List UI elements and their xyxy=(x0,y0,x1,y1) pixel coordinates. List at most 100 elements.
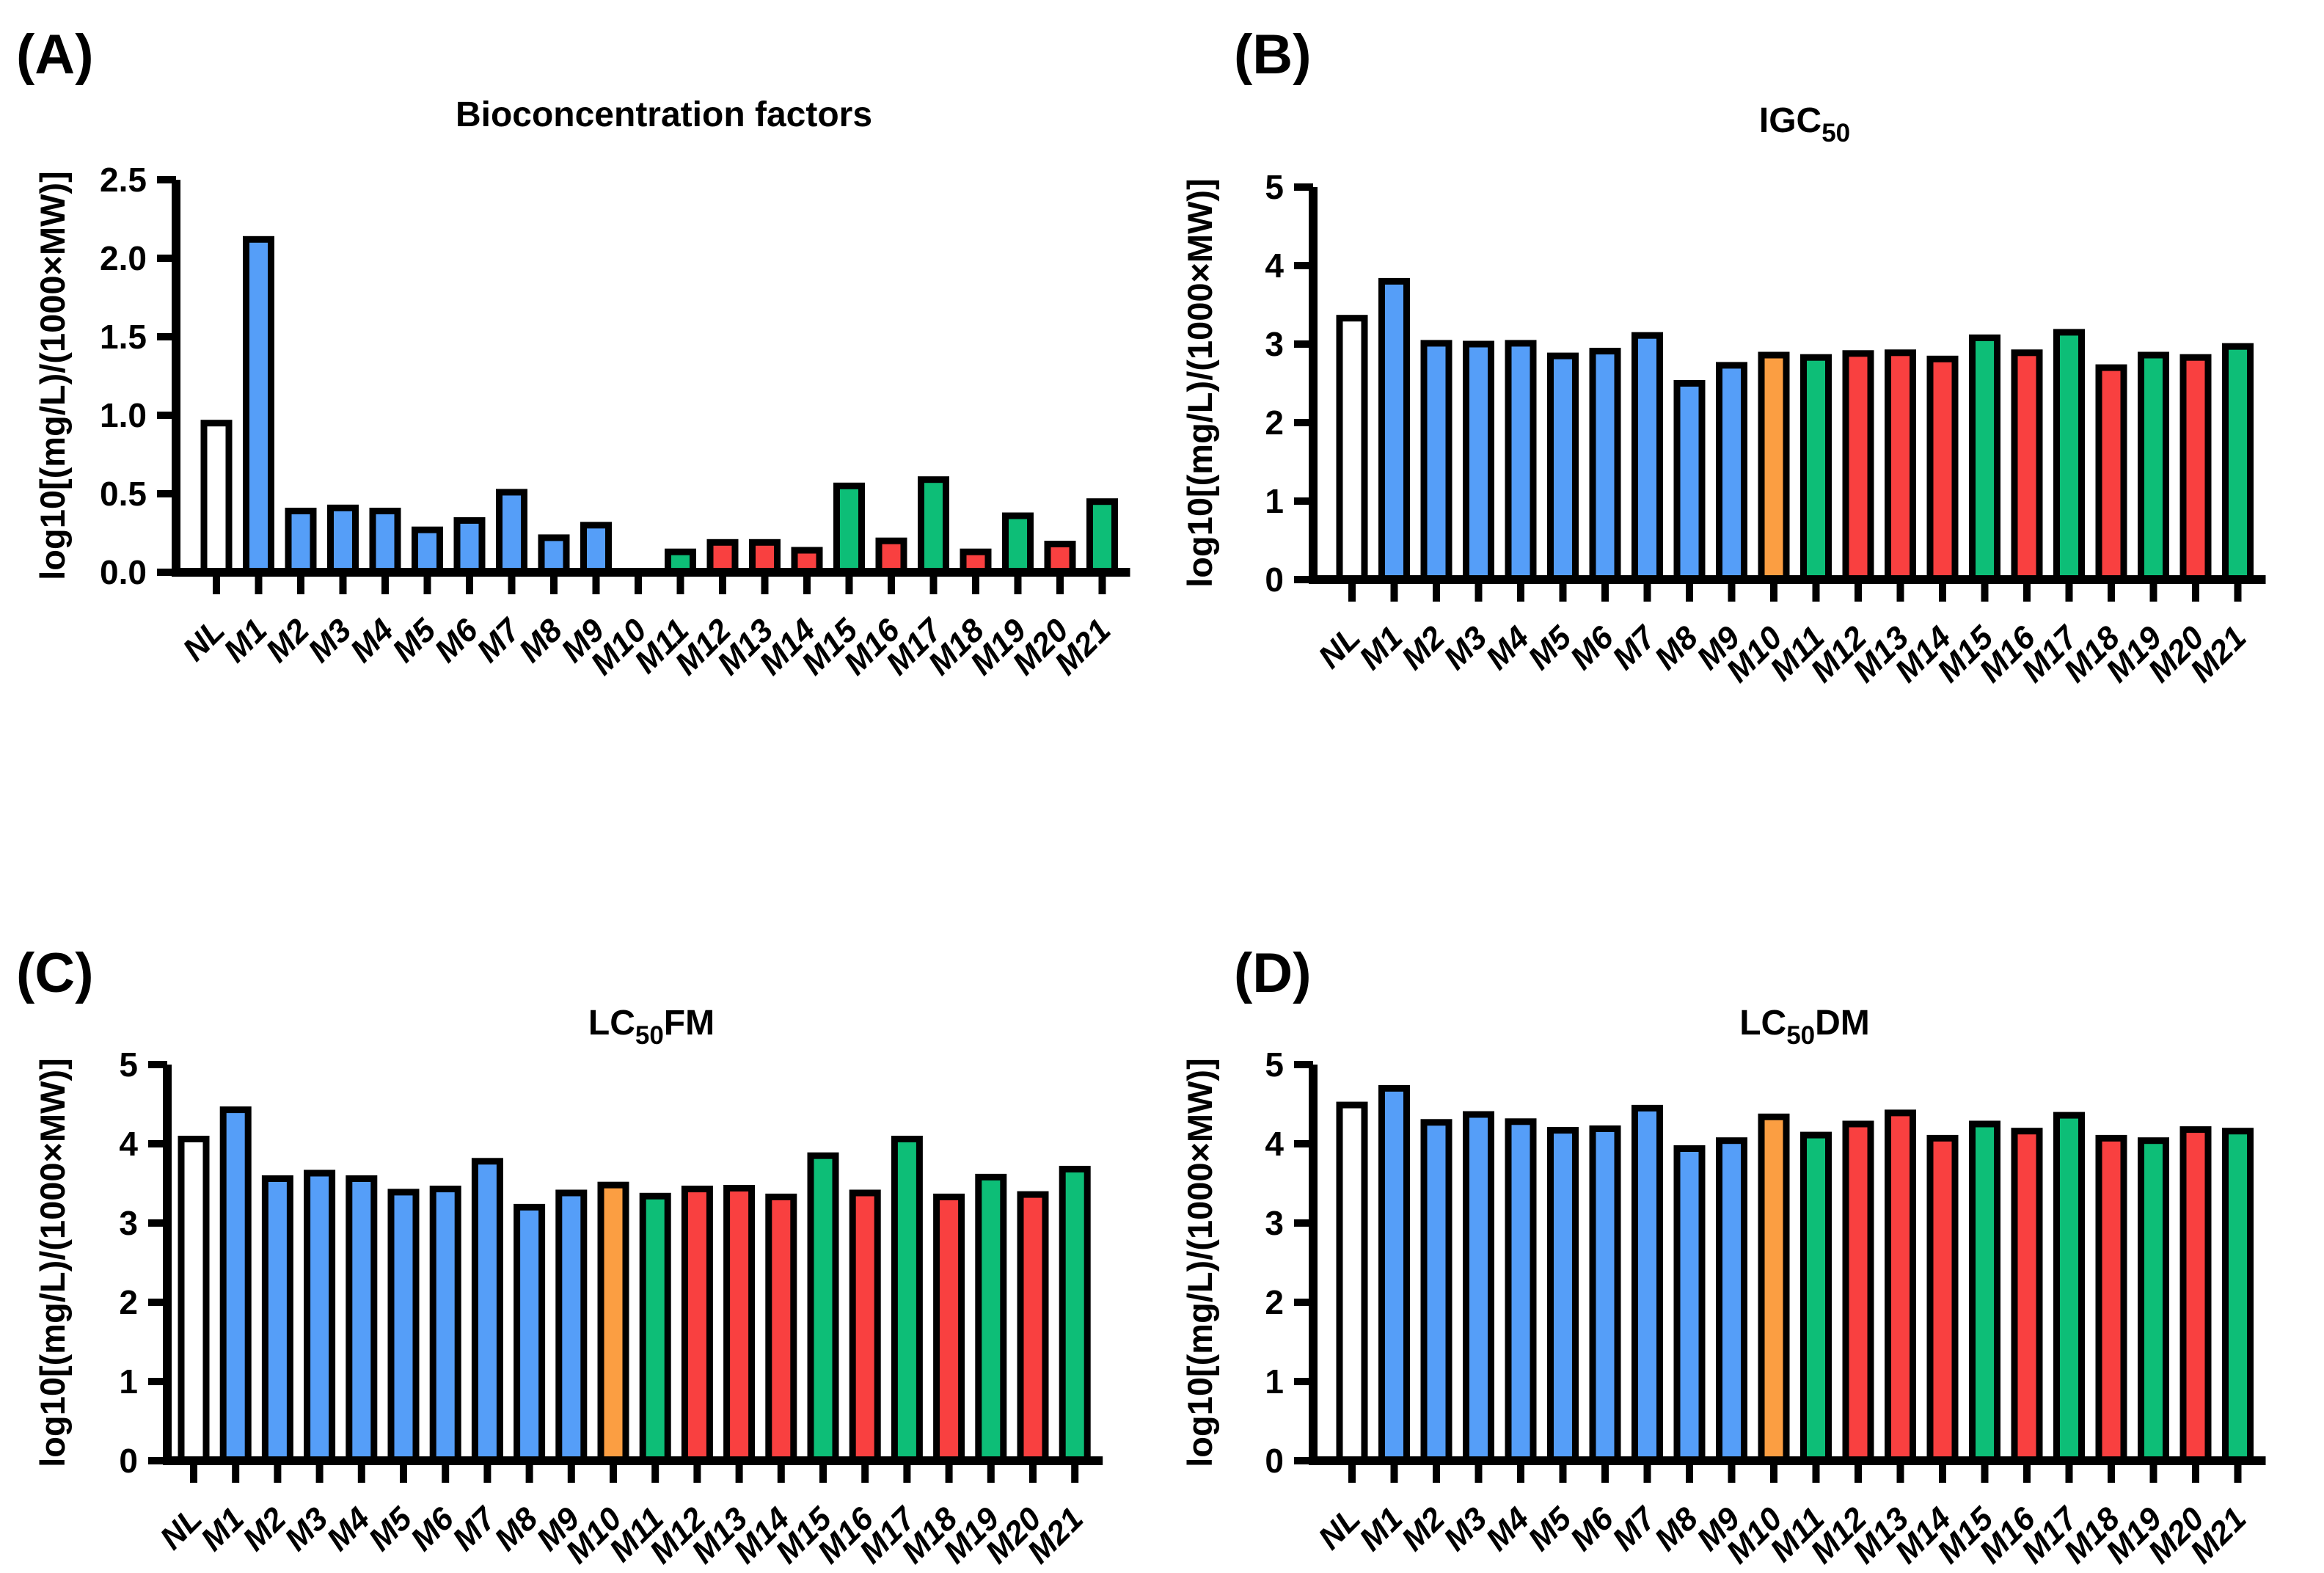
bar-d-m1 xyxy=(1378,1084,1410,1464)
bar-b-m1 xyxy=(1378,277,1410,583)
y-tick-label-a: 0.0 xyxy=(100,553,147,591)
panel-a-chart: (A) Bioconcentration factors log10[(mg/L)/… xyxy=(16,23,1130,682)
bar-b-m16 xyxy=(2011,349,2043,583)
bar-b-m4 xyxy=(1505,340,1537,583)
bar-b-m13 xyxy=(1885,349,1916,583)
bar-d-m9 xyxy=(1716,1137,1747,1464)
y-tick-label-d: 1 xyxy=(1265,1362,1284,1401)
bar-c-m12 xyxy=(681,1186,713,1464)
bar-c-nl xyxy=(178,1136,210,1464)
y-tick-label-b: 1 xyxy=(1265,482,1284,520)
y-tick-label-c: 0 xyxy=(119,1442,138,1480)
bar-d-m6 xyxy=(1589,1125,1621,1464)
bar-b-m2 xyxy=(1420,340,1452,583)
bar-d-m11 xyxy=(1800,1131,1832,1464)
bar-c-m15 xyxy=(807,1152,839,1464)
bar-a-m17 xyxy=(918,476,949,576)
bar-d-m14 xyxy=(1926,1134,1959,1464)
y-tick-label-c: 4 xyxy=(119,1125,138,1163)
bar-b-m20 xyxy=(2179,354,2212,583)
chart-title-b: IGC50 xyxy=(1759,101,1850,147)
bar-d-m8 xyxy=(1673,1145,1706,1464)
bar-b-m8 xyxy=(1673,380,1706,583)
panel-letter-b: (B) xyxy=(1234,23,1312,86)
y-axis-label-a: log10[(mg/L)/(1000×MW)] xyxy=(33,171,72,580)
bar-d-m17 xyxy=(2053,1112,2085,1464)
y-tick-label-a: 0.5 xyxy=(100,475,147,513)
bar-d-m2 xyxy=(1420,1119,1452,1464)
panel-letter-d: (D) xyxy=(1234,942,1312,1004)
bar-c-m5 xyxy=(387,1189,420,1464)
y-tick-label-a: 1.5 xyxy=(100,318,147,356)
bar-c-m7 xyxy=(471,1158,503,1464)
bar-c-m18 xyxy=(933,1193,965,1464)
chart-title-c: LC50FM xyxy=(588,1004,715,1050)
panel-letter-c: (C) xyxy=(16,942,94,1004)
bar-d-m13 xyxy=(1885,1109,1916,1464)
panel-letter-a: (A) xyxy=(16,23,94,86)
bar-c-m16 xyxy=(849,1189,881,1464)
y-tick-label-d: 5 xyxy=(1265,1045,1284,1084)
bar-d-m5 xyxy=(1547,1127,1579,1464)
y-tick-label-b: 5 xyxy=(1265,168,1284,206)
y-tick-label-b: 0 xyxy=(1265,561,1284,599)
bar-c-m9 xyxy=(555,1189,588,1464)
bar-a-m7 xyxy=(496,489,527,576)
bar-c-m21 xyxy=(1059,1166,1091,1464)
y-tick-label-c: 2 xyxy=(119,1283,138,1321)
y-tick-label-b: 2 xyxy=(1265,404,1284,442)
bar-c-m6 xyxy=(429,1186,461,1464)
bar-b-m12 xyxy=(1842,350,1874,583)
y-tick-label-c: 3 xyxy=(119,1204,138,1242)
bar-b-m11 xyxy=(1800,354,1832,583)
y-tick-label-b: 4 xyxy=(1265,247,1284,285)
bar-d-m18 xyxy=(2095,1134,2127,1464)
bar-b-m19 xyxy=(2138,351,2169,583)
bar-a-m15 xyxy=(833,482,865,576)
bar-b-m6 xyxy=(1589,348,1621,583)
bar-b-m14 xyxy=(1926,355,1959,583)
bar-a-m8 xyxy=(538,534,570,576)
y-tick-label-c: 1 xyxy=(119,1362,138,1401)
bar-a-nl xyxy=(200,420,233,576)
bar-c-m1 xyxy=(219,1106,252,1464)
bar-b-m10 xyxy=(1758,351,1790,583)
bar-a-m9 xyxy=(580,522,612,576)
bar-c-m10 xyxy=(597,1181,629,1464)
bar-c-m2 xyxy=(261,1175,293,1464)
bar-c-m14 xyxy=(765,1193,797,1464)
bar-b-nl xyxy=(1336,315,1368,583)
bar-a-m6 xyxy=(453,517,486,576)
y-tick-label-b: 3 xyxy=(1265,325,1284,363)
bar-b-m5 xyxy=(1547,352,1579,583)
bar-d-m21 xyxy=(2222,1128,2254,1464)
bar-c-m8 xyxy=(514,1203,546,1464)
y-tick-label-c: 5 xyxy=(119,1045,138,1084)
y-tick-label-d: 2 xyxy=(1265,1283,1284,1321)
bar-a-m4 xyxy=(369,508,401,576)
bar-b-m18 xyxy=(2095,364,2127,583)
bar-d-m3 xyxy=(1463,1111,1494,1464)
y-tick-label-a: 2.5 xyxy=(100,161,147,199)
y-tick-label-a: 1.0 xyxy=(100,396,147,434)
bar-a-m16 xyxy=(875,537,907,576)
bar-a-m2 xyxy=(285,508,317,576)
bar-a-m3 xyxy=(327,504,359,576)
bar-a-m12 xyxy=(706,539,739,576)
bar-d-m20 xyxy=(2179,1126,2212,1464)
bar-d-m15 xyxy=(1969,1120,2000,1464)
bar-d-m16 xyxy=(2011,1128,2043,1464)
bar-b-m7 xyxy=(1631,332,1663,583)
bar-a-m5 xyxy=(412,526,443,576)
bar-b-m3 xyxy=(1463,340,1494,583)
y-tick-label-d: 0 xyxy=(1265,1442,1284,1480)
bar-d-m12 xyxy=(1842,1120,1874,1464)
bar-a-m1 xyxy=(243,236,274,576)
bar-d-m10 xyxy=(1758,1113,1790,1464)
y-tick-label-a: 2.0 xyxy=(100,239,147,277)
bar-c-m17 xyxy=(891,1136,923,1464)
